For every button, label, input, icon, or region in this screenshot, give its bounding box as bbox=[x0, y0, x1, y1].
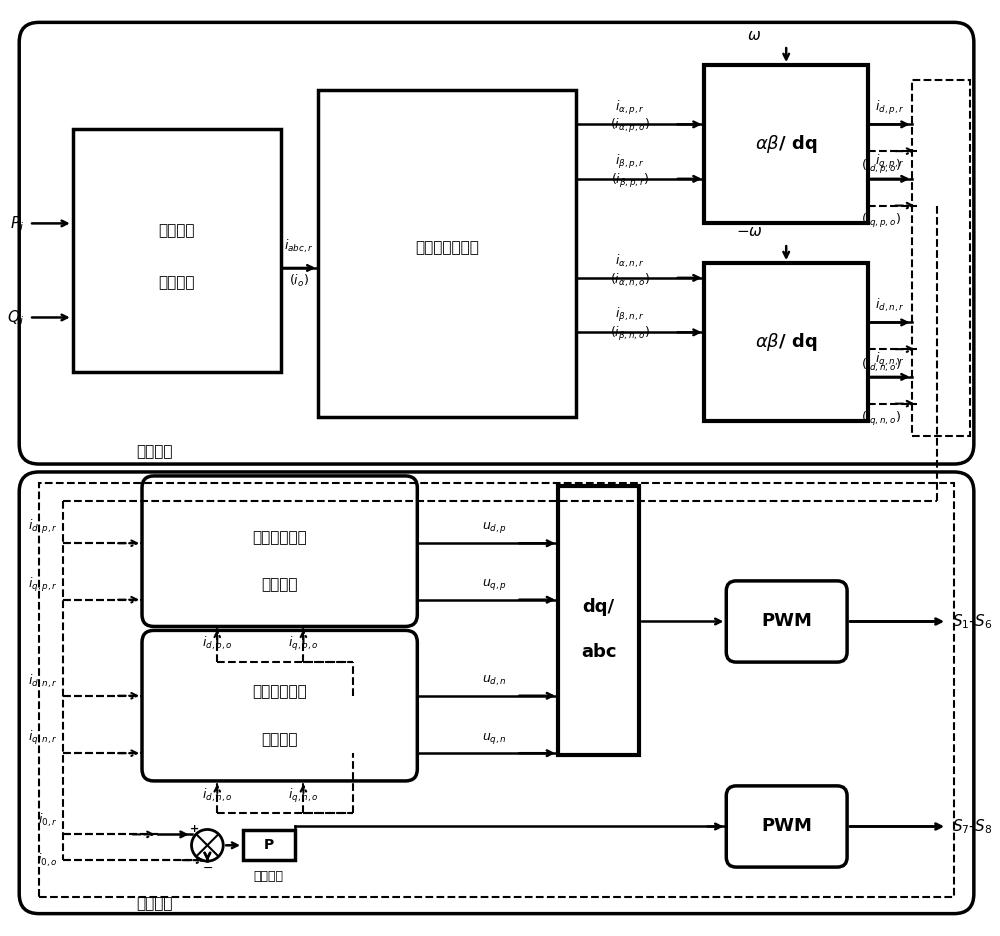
Text: $i_{q,n,r}$: $i_{q,n,r}$ bbox=[28, 729, 58, 747]
Text: 参考电流: 参考电流 bbox=[158, 223, 195, 238]
Bar bbox=[318, 90, 576, 417]
Text: PWM: PWM bbox=[761, 612, 812, 631]
Text: +: + bbox=[190, 825, 199, 835]
Text: $i_{\beta,p,r}$: $i_{\beta,p,r}$ bbox=[615, 153, 645, 171]
Text: $i_{q,p,r}$: $i_{q,p,r}$ bbox=[28, 576, 58, 593]
Text: $P_i$: $P_i$ bbox=[10, 214, 24, 233]
Bar bbox=[704, 263, 868, 421]
Text: $Q_i$: $Q_i$ bbox=[7, 308, 24, 327]
Text: $(i_{\beta,p,r})$: $(i_{\beta,p,r})$ bbox=[611, 172, 649, 190]
Text: $i_{d,n,o}$: $i_{d,n,o}$ bbox=[202, 787, 233, 804]
Text: abc: abc bbox=[581, 643, 616, 661]
Text: dq/: dq/ bbox=[582, 598, 615, 616]
Text: $i_{\beta,n,r}$: $i_{\beta,n,r}$ bbox=[615, 306, 645, 325]
Text: 零序控制: 零序控制 bbox=[254, 870, 284, 884]
Text: $i_{d,p,r}$: $i_{d,p,r}$ bbox=[875, 98, 904, 117]
Text: $(i_{q,p,o})$: $(i_{q,p,o})$ bbox=[861, 212, 901, 230]
FancyBboxPatch shape bbox=[142, 475, 417, 626]
Text: 计算模块: 计算模块 bbox=[158, 275, 195, 290]
Bar bbox=[912, 80, 970, 436]
Text: 正序电流内环: 正序电流内环 bbox=[252, 530, 307, 545]
Text: 功率外环: 功率外环 bbox=[137, 444, 173, 459]
Bar bbox=[558, 486, 639, 755]
Text: $i_{abc,r}$: $i_{abc,r}$ bbox=[284, 238, 313, 255]
Text: $S_7$-$S_8$: $S_7$-$S_8$ bbox=[952, 817, 992, 836]
Text: $i_{0,r}$: $i_{0,r}$ bbox=[38, 812, 58, 829]
Text: $(i_{\beta,n,o})$: $(i_{\beta,n,o})$ bbox=[610, 326, 650, 344]
Text: $u_{d,n}$: $u_{d,n}$ bbox=[482, 674, 507, 688]
Bar bbox=[73, 129, 281, 372]
Text: $u_{d,p}$: $u_{d,p}$ bbox=[482, 519, 507, 534]
Text: $-$: $-$ bbox=[202, 860, 213, 873]
Text: $i_{q,n,o}$: $i_{q,n,o}$ bbox=[288, 787, 319, 805]
Bar bbox=[39, 483, 954, 897]
Text: $i_{q,n,r}$: $i_{q,n,r}$ bbox=[875, 351, 904, 369]
Text: $i_{d,p,r}$: $i_{d,p,r}$ bbox=[28, 519, 58, 536]
FancyBboxPatch shape bbox=[726, 581, 847, 662]
Text: PWM: PWM bbox=[761, 817, 812, 836]
Text: 电流内环: 电流内环 bbox=[137, 897, 173, 912]
Text: $-\omega$: $-\omega$ bbox=[736, 224, 762, 239]
Text: $(i_{q,n,o})$: $(i_{q,n,o})$ bbox=[861, 411, 901, 429]
Bar bbox=[243, 830, 295, 860]
FancyBboxPatch shape bbox=[19, 472, 974, 914]
FancyBboxPatch shape bbox=[19, 22, 974, 464]
Text: P: P bbox=[264, 839, 274, 853]
Text: $i_{\alpha,p,r}$: $i_{\alpha,p,r}$ bbox=[615, 98, 645, 117]
Text: $u_{q,p}$: $u_{q,p}$ bbox=[482, 578, 507, 592]
Text: $(i_{\alpha,n,o})$: $(i_{\alpha,n,o})$ bbox=[610, 271, 650, 288]
Text: $(i_{d,p,o})$: $(i_{d,p,o})$ bbox=[861, 158, 901, 176]
Text: $i_{q,p,o}$: $i_{q,p,o}$ bbox=[288, 636, 319, 653]
Text: 正负序分离模块: 正负序分离模块 bbox=[415, 241, 479, 256]
Text: $i_{d,n,r}$: $i_{d,n,r}$ bbox=[875, 297, 904, 314]
Text: $i_{d,n,r}$: $i_{d,n,r}$ bbox=[28, 672, 58, 690]
Text: $i_{0,o}$: $i_{0,o}$ bbox=[37, 852, 58, 869]
FancyBboxPatch shape bbox=[142, 631, 417, 781]
Text: $\alpha\beta$/ dq: $\alpha\beta$/ dq bbox=[755, 133, 817, 155]
Text: $u_{q,n}$: $u_{q,n}$ bbox=[482, 731, 507, 746]
Text: 闭环控制: 闭环控制 bbox=[261, 732, 298, 747]
Text: $S_1$-$S_6$: $S_1$-$S_6$ bbox=[952, 612, 992, 631]
Text: $i_{q,p,r}$: $i_{q,p,r}$ bbox=[875, 153, 904, 171]
Bar bbox=[704, 65, 868, 224]
FancyBboxPatch shape bbox=[726, 786, 847, 867]
Text: $(i_o)$: $(i_o)$ bbox=[289, 272, 308, 289]
Text: $\omega$: $\omega$ bbox=[747, 28, 761, 43]
Text: $i_{d,p,o}$: $i_{d,p,o}$ bbox=[202, 636, 233, 653]
Text: $(i_{\alpha,p,o})$: $(i_{\alpha,p,o})$ bbox=[610, 117, 650, 136]
Text: $\alpha\beta$/ dq: $\alpha\beta$/ dq bbox=[755, 331, 817, 353]
Text: $i_{\alpha,n,r}$: $i_{\alpha,n,r}$ bbox=[615, 253, 645, 270]
Text: 闭环控制: 闭环控制 bbox=[261, 578, 298, 592]
Text: $(i_{d,n,o})$: $(i_{d,n,o})$ bbox=[861, 357, 901, 373]
Text: 负序电流内环: 负序电流内环 bbox=[252, 684, 307, 699]
